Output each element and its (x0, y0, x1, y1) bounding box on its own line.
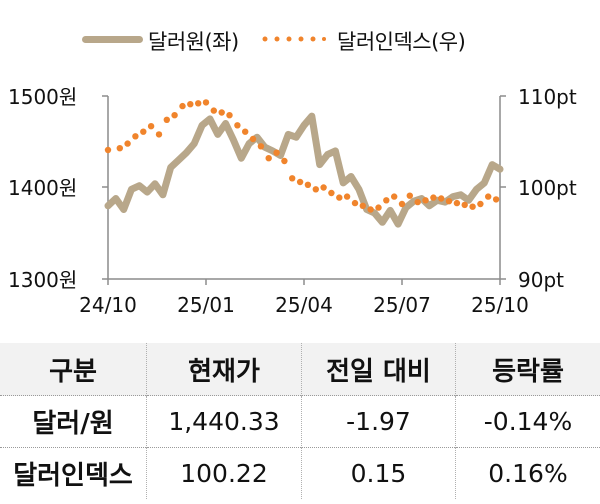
table-row: 달러인덱스 100.22 0.15 0.16% (0, 447, 600, 499)
krw-legend-swatch (82, 36, 143, 43)
krw-legend-label: 달러원(좌) (148, 30, 239, 54)
left-tick-1300: 1300원 (8, 268, 77, 292)
right-tick-110: 110pt (518, 85, 577, 109)
x-tick-labels: 24/10 25/01 25/04 25/07 25/10 (79, 293, 529, 317)
x-tick-2507: 25/07 (373, 293, 431, 317)
fx-summary-table: 구분 현재가 전일 대비 등락률 달러/원 1,440.33 -1.97 -0.… (0, 343, 600, 499)
left-tick-labels: 1500원 1400원 1300원 (8, 85, 77, 292)
row-rate: -0.14% (455, 395, 600, 448)
row-price: 100.22 (146, 447, 302, 499)
left-tick-1500: 1500원 (8, 85, 77, 109)
right-tick-100: 100pt (518, 176, 577, 200)
krw-series-line (104, 112, 504, 228)
x-tick-2410: 24/10 (79, 293, 137, 317)
row-change: -1.97 (301, 395, 456, 448)
dxy-legend-label: 달러인덱스(우) (337, 30, 466, 54)
row-label: 달러/원 (0, 395, 147, 448)
right-tick-90: 90pt (518, 268, 564, 292)
x-tick-2504: 25/04 (275, 293, 333, 317)
right-tick-labels: 110pt 100pt 90pt (518, 85, 577, 292)
left-axis (102, 95, 109, 280)
chart-area: 1500원 1400원 1300원 110pt 100pt 90pt 24/10… (8, 85, 577, 317)
table-header-row: 구분 현재가 전일 대비 등락률 (0, 343, 600, 396)
dxy-legend-swatch (262, 36, 326, 42)
x-tick-2510: 25/10 (471, 293, 529, 317)
header-category: 구분 (0, 343, 147, 396)
row-rate: 0.16% (455, 447, 600, 499)
x-tick-2501: 25/01 (177, 293, 235, 317)
dxy-series-dots (104, 99, 500, 213)
row-change: 0.15 (301, 447, 456, 499)
header-change: 전일 대비 (301, 343, 456, 396)
right-axis (499, 95, 506, 280)
table-row: 달러/원 1,440.33 -1.97 -0.14% (0, 395, 600, 448)
header-price: 현재가 (146, 343, 302, 396)
row-price: 1,440.33 (146, 395, 302, 448)
row-label: 달러인덱스 (0, 447, 147, 499)
left-tick-1400: 1400원 (8, 176, 77, 200)
x-axis (107, 278, 501, 285)
chart-legend: 달러원(좌) 달러인덱스(우) (0, 22, 600, 56)
header-rate: 등락률 (455, 343, 600, 396)
